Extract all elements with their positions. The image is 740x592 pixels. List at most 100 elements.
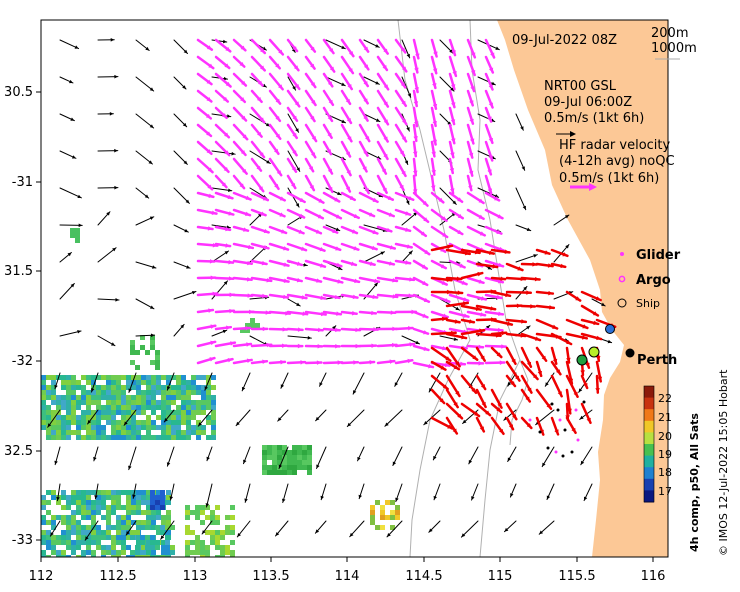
model-vector	[433, 483, 441, 501]
sst-pixel	[96, 505, 101, 510]
sst-pixel	[51, 520, 56, 525]
sst-pixel	[150, 345, 155, 350]
sst-pixel	[201, 425, 206, 430]
hf-vector	[196, 123, 213, 138]
hf-vector	[394, 191, 415, 201]
sst-pixel	[181, 415, 186, 420]
hf-title: HF radar velocity	[559, 138, 671, 153]
sst-pixel	[101, 490, 106, 495]
sst-pixel	[141, 550, 146, 555]
sst-pixel	[151, 550, 156, 555]
hf-vector	[232, 191, 252, 201]
model-vector	[471, 483, 479, 501]
sst-pixel	[160, 525, 165, 530]
sst-pixel	[151, 410, 156, 415]
model-vector	[507, 446, 517, 462]
sst-pixel	[195, 505, 200, 510]
hf-vector	[322, 310, 343, 316]
hf-vector	[250, 123, 263, 138]
sst-pixel	[111, 405, 116, 410]
model-vector	[135, 76, 155, 92]
sst-pixel	[81, 495, 86, 500]
sst-pixel	[141, 410, 146, 415]
sst-pixel	[297, 460, 302, 465]
sst-pixel	[46, 555, 51, 557]
hf-vector	[268, 157, 283, 177]
model-vector	[477, 187, 500, 198]
sst-pixel	[131, 505, 136, 510]
hf-vector	[232, 106, 248, 122]
shelf-vector	[445, 301, 470, 308]
sst-pixel	[262, 470, 267, 475]
model-vector	[358, 483, 365, 500]
sst-pixel	[135, 365, 140, 370]
sst-pixel	[215, 520, 220, 525]
sst-pixel	[186, 380, 191, 385]
hf-vector	[430, 38, 438, 58]
shelf-vector	[550, 248, 569, 258]
sst-pixel	[101, 375, 106, 380]
glider-dot	[563, 428, 567, 432]
sst-pixel	[116, 420, 121, 425]
sst-pixel	[210, 515, 215, 520]
shelf-vector	[475, 262, 499, 269]
hf-vector	[286, 72, 301, 91]
sst-pixel	[46, 385, 51, 390]
shelf-vector	[505, 303, 523, 308]
sst-pixel	[282, 450, 287, 455]
sst-pixel	[240, 328, 245, 333]
hf-vector	[358, 310, 378, 316]
x-tick-label: 114.5	[405, 569, 442, 584]
sst-pixel	[146, 420, 151, 425]
sst-pixel	[111, 390, 116, 395]
sst-pixel	[111, 500, 116, 505]
sst-pixel	[126, 415, 131, 420]
sst-pixel	[176, 435, 181, 440]
sst-pixel	[86, 550, 91, 555]
sst-pixel	[201, 430, 206, 435]
sst-pixel	[206, 435, 211, 440]
sst-pixel	[215, 535, 220, 540]
shelf-vector	[460, 374, 478, 395]
sst-pixel	[106, 435, 111, 440]
colorbar-tick-label: 21	[658, 411, 672, 424]
sst-pixel	[116, 550, 121, 555]
sst-pixel	[156, 510, 161, 515]
glider-marker	[620, 252, 624, 256]
sst-pixel	[56, 500, 61, 505]
sst-pixel	[91, 400, 96, 405]
sst-pixel	[136, 430, 141, 435]
model-vector	[352, 372, 365, 395]
sst-pixel	[126, 425, 131, 430]
sst-pixel	[136, 540, 141, 545]
sst-pixel	[395, 510, 400, 515]
hf-vector	[232, 259, 254, 266]
model-vector	[363, 251, 385, 263]
hf-vector	[466, 89, 474, 107]
sst-pixel	[86, 530, 91, 535]
hf-vector	[484, 55, 495, 74]
sst-pixel	[71, 385, 76, 390]
model-vector	[59, 187, 82, 199]
hf-vector	[232, 358, 253, 365]
sst-pixel	[81, 490, 86, 495]
sst-pixel	[75, 233, 80, 238]
sst-pixel	[200, 555, 205, 557]
hf-vector	[304, 225, 323, 235]
hf-vector	[484, 344, 508, 349]
sst-pixel	[186, 420, 191, 425]
model-vector	[59, 39, 80, 50]
model-vector	[173, 224, 189, 233]
hf-vector	[376, 157, 388, 175]
sst-pixel	[191, 400, 196, 405]
sst-pixel	[161, 415, 166, 420]
model-vector	[97, 335, 116, 347]
hf-vector	[214, 174, 228, 189]
sst-pixel	[81, 550, 86, 555]
sst-pixel	[156, 435, 161, 440]
sst-pixel	[156, 405, 161, 410]
sst-pixel	[151, 395, 156, 400]
sst-pixel	[196, 425, 201, 430]
hf-vector	[232, 38, 247, 52]
hf-vector	[214, 259, 235, 265]
